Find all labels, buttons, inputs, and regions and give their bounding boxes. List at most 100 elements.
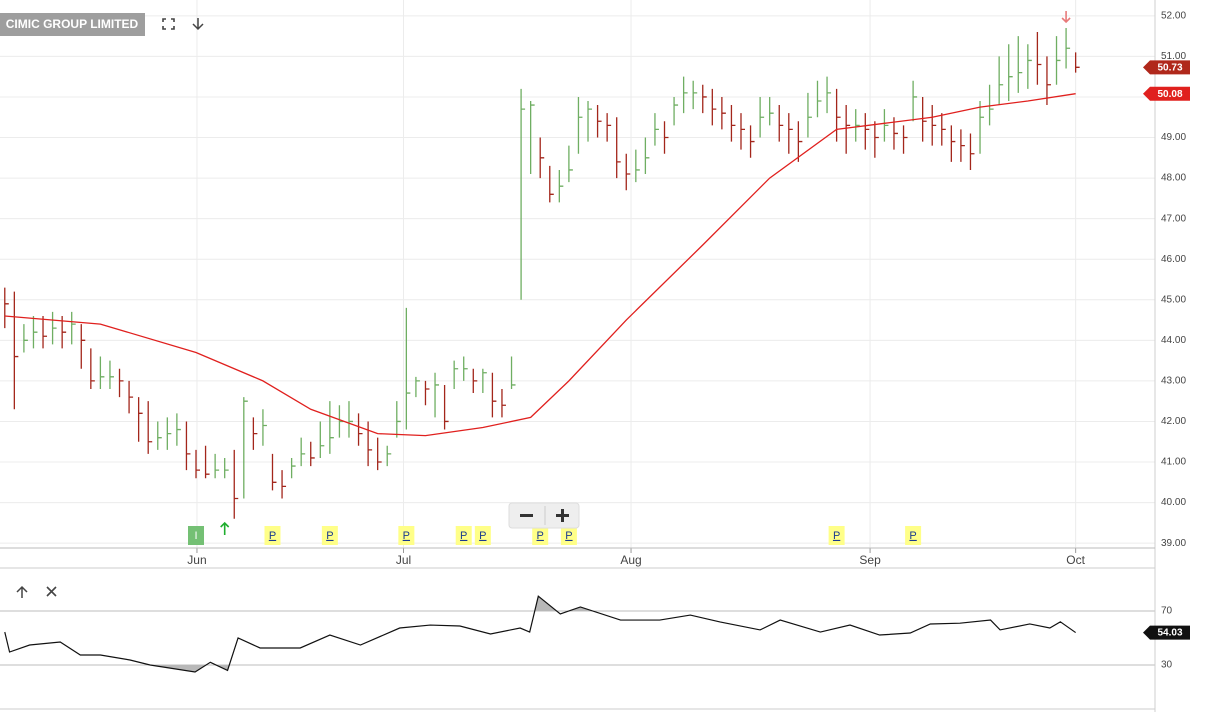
x-tick-label: Jun xyxy=(187,553,206,567)
ohlc-bar xyxy=(826,76,832,114)
x-tick-label: Oct xyxy=(1066,553,1085,567)
ohlc-bar xyxy=(348,401,353,438)
event-marker xyxy=(321,526,338,545)
ohlc-bar xyxy=(520,88,526,300)
ohlc-bar xyxy=(902,125,908,154)
ohlc-bar xyxy=(644,137,650,175)
ohlc-bar xyxy=(262,409,267,446)
ohlc-bar xyxy=(587,101,593,142)
panel-up-icon[interactable] xyxy=(16,585,28,598)
ohlc-bar xyxy=(109,360,114,389)
ohlc-bar xyxy=(797,121,803,162)
title-box[interactable] xyxy=(0,13,145,36)
ohlc-bar xyxy=(157,421,162,450)
event-marker xyxy=(188,526,205,545)
event-marker xyxy=(398,526,415,545)
ohlc-bar xyxy=(931,105,937,146)
ohlc-bar xyxy=(281,470,287,499)
ohlc-bar xyxy=(99,356,105,389)
ohlc-bar xyxy=(816,80,822,118)
ohlc-bar xyxy=(405,307,411,430)
y-tick-label: 30 xyxy=(1161,660,1173,671)
y-tick-label: 48.00 xyxy=(1161,173,1186,184)
x-tick-label: Aug xyxy=(620,553,641,567)
ohlc-bar xyxy=(51,311,57,345)
ohlc-bar xyxy=(807,92,812,138)
ohlc-bar xyxy=(730,105,736,142)
ohlc-bar xyxy=(415,376,420,398)
ohlc-bar xyxy=(434,372,440,418)
ohlc-bar xyxy=(769,96,774,126)
event-marker-label: P xyxy=(537,530,544,542)
moving-average xyxy=(4,93,1076,437)
chart-title: CIMIC GROUP LIMITED xyxy=(6,17,139,31)
ohlc-bar xyxy=(128,380,134,414)
ohlc-bar xyxy=(749,125,755,158)
ohlc-bar xyxy=(969,133,975,170)
download-icon[interactable] xyxy=(192,18,204,31)
ohlc-bar xyxy=(845,105,851,154)
indicator-tag: 54.03 xyxy=(1157,628,1182,639)
ohlc-bar xyxy=(874,121,879,158)
ohlc-bar xyxy=(912,80,918,122)
ohlc-bar xyxy=(864,113,870,150)
ohlc-bar xyxy=(214,453,220,479)
ohlc-bar xyxy=(1017,36,1023,93)
event-marker-label: P xyxy=(403,530,410,542)
ohlc-bar xyxy=(960,129,965,162)
ohlc-bar xyxy=(71,311,76,345)
ohlc-bar xyxy=(1036,32,1042,85)
ohlc-bar xyxy=(998,56,1004,106)
ohlc-bar xyxy=(185,421,191,471)
event-marker xyxy=(532,526,549,545)
panel-close-icon[interactable] xyxy=(46,586,57,597)
indicator-tag-bg xyxy=(1143,625,1190,640)
x-tick-label: Jul xyxy=(396,553,411,567)
ma-price-tag: 50.08 xyxy=(1157,89,1182,100)
ohlc-bar xyxy=(922,96,927,142)
event-marker-label: P xyxy=(479,530,486,542)
ohlc-bar xyxy=(979,101,985,154)
ohlc-bar xyxy=(357,413,363,446)
ohlc-bar xyxy=(195,449,201,479)
ohlc-bar xyxy=(759,96,765,138)
fullscreen-icon[interactable] xyxy=(162,18,175,30)
event-marker xyxy=(455,526,472,545)
ohlc-bar xyxy=(424,380,430,406)
y-tick-label: 70 xyxy=(1161,606,1173,617)
y-tick-label: 42.00 xyxy=(1161,416,1186,427)
ohlc-bar xyxy=(530,101,535,175)
ohlc-bar xyxy=(243,397,248,499)
ma-price-tag-bg xyxy=(1143,86,1190,101)
ohlc-bar xyxy=(176,413,181,446)
event-marker-label: P xyxy=(460,530,467,542)
zoom-control xyxy=(508,502,580,529)
ohlc-bar xyxy=(1027,44,1032,89)
ohlc-bar xyxy=(252,417,258,450)
ohlc-bar xyxy=(118,368,124,398)
ohlc-bar xyxy=(377,437,382,471)
ohlc-bar xyxy=(329,401,334,454)
zoom-in[interactable] xyxy=(556,509,569,522)
event-marker xyxy=(905,526,922,545)
ohlc-bar xyxy=(396,401,401,438)
ohlc-bar xyxy=(453,360,459,389)
ohlc-bar xyxy=(558,169,564,203)
ohlc-bar xyxy=(682,76,688,114)
y-tick-label: 44.00 xyxy=(1161,335,1186,346)
ohlc-bar xyxy=(233,449,239,519)
ohlc-bar xyxy=(147,401,153,454)
ohlc-bar xyxy=(1065,27,1071,69)
ohlc-bar xyxy=(950,125,956,162)
last-price-tag-bg xyxy=(1143,60,1190,75)
ohlc-bar xyxy=(4,287,9,329)
ohlc-bar xyxy=(778,105,784,142)
ohlc-bar xyxy=(23,324,28,353)
y-tick-label: 39.00 xyxy=(1161,538,1186,549)
ohlc-bar xyxy=(692,80,698,110)
ohlc-bar xyxy=(835,88,841,142)
ohlc-bar xyxy=(300,437,306,467)
